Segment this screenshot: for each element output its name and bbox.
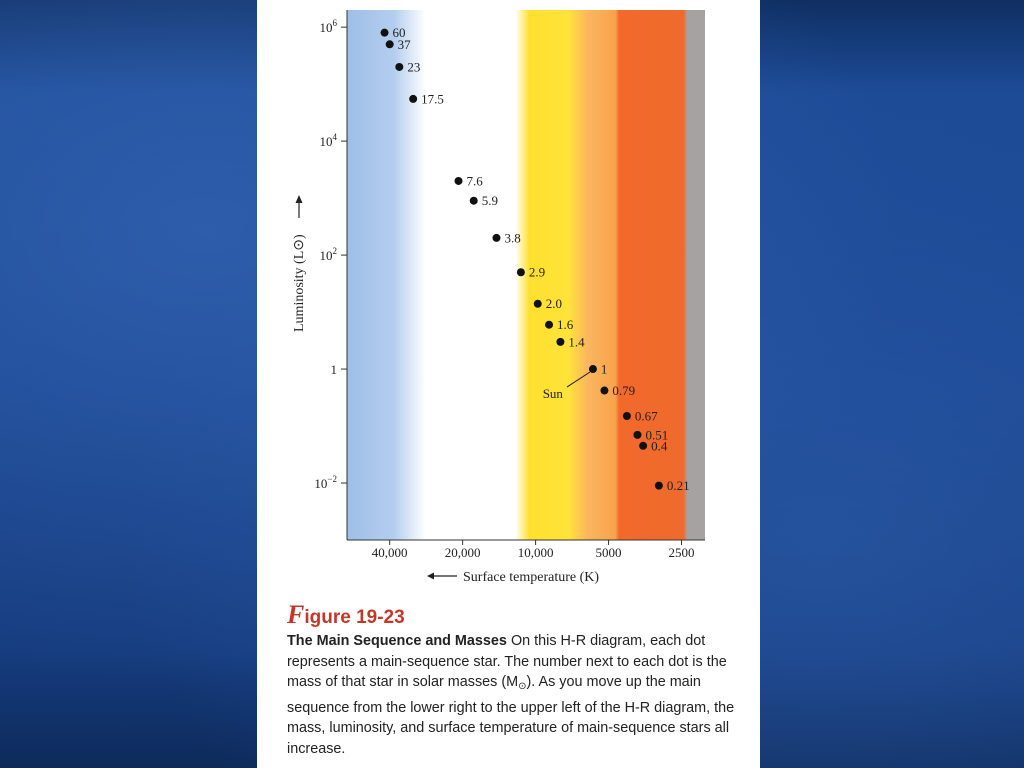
sun-label: Sun (543, 386, 564, 401)
star-mass-label: 2.0 (546, 296, 562, 311)
star-dot (492, 233, 501, 242)
star-dot (639, 441, 648, 450)
star-mass-label: 37 (398, 37, 412, 52)
star-mass-label: 3.8 (504, 230, 520, 245)
y-tick-label: 104 (320, 132, 338, 149)
sun-leader-line (566, 371, 591, 388)
star-dot (454, 176, 463, 185)
star-mass-label: 0.21 (667, 478, 690, 493)
star-mass-label: 60 (393, 25, 406, 40)
star-dot (622, 411, 631, 420)
star-mass-label: 1.4 (568, 334, 585, 349)
caption-heading: The Main Sequence and Masses (287, 633, 507, 649)
x-tick-label: 20,000 (445, 545, 481, 560)
star-dot (516, 268, 525, 277)
sun-annotation: Sun (543, 371, 591, 401)
x-tick-label: 40,000 (372, 545, 408, 560)
star-dot (654, 481, 663, 490)
star-dot (395, 62, 404, 71)
y-tick-label: 1 (331, 362, 338, 377)
axis-ticks: 40,000 20,000 10,000 5000 2500 106 104 102 1 10−2 (314, 18, 694, 560)
star-dot (469, 196, 478, 205)
y-axis-arrow (295, 195, 303, 218)
star-mass-label: 0.4 (651, 438, 668, 453)
caption-body: On this H-R diagram, each dot represents… (287, 633, 727, 690)
star-dot (409, 94, 418, 103)
star-mass-label: 0.67 (635, 408, 658, 423)
figure-caption: The Main Sequence and Masses On this H-R… (287, 631, 749, 759)
star-mass-label: 17.5 (421, 91, 444, 106)
star-mass-label: 5.9 (482, 193, 498, 208)
x-axis-title: Surface temperature (K) (463, 570, 599, 585)
y-tick-label: 106 (320, 18, 338, 35)
figure-label: Figure 19-23 (287, 600, 405, 629)
caption-body-end: ). As you move up the main sequence from… (287, 674, 735, 757)
x-tick-label: 2500 (669, 545, 695, 560)
x-tick-label: 5000 (596, 545, 622, 560)
y-axis-title: Luminosity (L⊙) (292, 234, 307, 332)
star-mass-label: 7.6 (467, 173, 484, 188)
star-dot (385, 40, 394, 49)
star-dot (556, 337, 565, 346)
star-mass-label: 1.6 (557, 317, 574, 332)
x-axis-arrow (427, 572, 457, 580)
y-tick-label: 10−2 (314, 474, 337, 491)
star-dot (588, 365, 597, 374)
star-mass-label: 23 (407, 59, 420, 74)
x-tick-label: 10,000 (518, 545, 554, 560)
star-mass-label: 0.79 (612, 383, 635, 398)
star-dot (533, 299, 542, 308)
star-mass-label: 0.51 (645, 427, 668, 442)
star-dot (545, 320, 554, 329)
textbook-page: 40,000 20,000 10,000 5000 2500 106 104 102 1 10−2… (257, 0, 760, 768)
star-mass-label: 1 (601, 362, 608, 377)
star-mass-label: 2.9 (529, 265, 545, 280)
star-dot (633, 430, 642, 439)
temperature-color-bands (347, 10, 705, 540)
star-dot (600, 386, 609, 395)
hr-diagram: 40,000 20,000 10,000 5000 2500 106 104 102 1 10−2… (292, 10, 705, 585)
solar-symbol: ⊙ (518, 681, 527, 692)
y-tick-label: 102 (320, 246, 338, 263)
star-dot (380, 28, 389, 37)
